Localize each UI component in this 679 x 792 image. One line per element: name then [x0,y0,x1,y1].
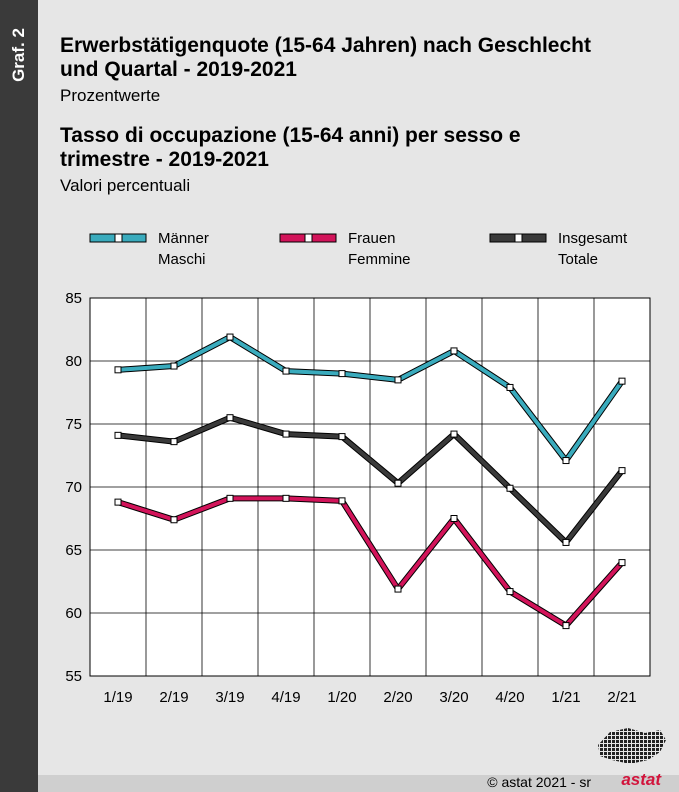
data-point-marker [170,362,178,370]
data-point-marker [562,622,570,630]
legend-marker [114,233,123,243]
data-point-marker [450,515,458,522]
legend-label-secondary: Totale [558,251,598,268]
data-point-marker [282,430,290,438]
x-tick-label: 1/21 [551,689,580,706]
title-de-line1: Erwerbstätigenquote (15-64 Jahren) nach … [60,34,591,57]
data-point-marker [506,484,514,492]
y-tick-label: 60 [65,605,82,622]
data-point-marker [562,538,570,546]
x-tick-label: 2/20 [383,689,412,706]
x-tick-label: 3/20 [439,689,468,706]
data-point-marker [562,457,570,465]
data-point-marker [282,494,290,502]
x-tick-label: 2/21 [607,689,636,706]
data-point-marker [226,333,234,341]
title-it-line1: Tasso di occupazione (15-64 anni) per se… [60,124,521,147]
y-tick-label: 75 [65,416,82,433]
legend-marker [304,233,313,243]
data-point-marker [394,479,402,487]
y-tick-label: 70 [65,479,82,496]
y-tick-label: 80 [65,353,82,370]
y-tick-label: 85 [65,290,82,307]
data-point-marker [114,366,122,374]
data-point-marker [338,497,346,505]
series-line [117,335,624,463]
data-point-marker [226,414,234,422]
series-line [117,496,624,628]
x-tick-label: 3/19 [215,689,244,706]
y-tick-label: 55 [65,668,82,685]
astat-logo-text: astat [621,770,661,789]
data-point-marker [618,377,626,385]
title-it-line2: trimestre - 2019-2021 [60,148,269,171]
data-point-marker [338,433,346,441]
data-point-marker [338,370,346,378]
legend-marker [514,233,523,243]
x-tick-label: 2/19 [159,689,188,706]
legend-label-secondary: Femmine [348,251,411,268]
data-point-marker [618,467,626,475]
data-point-marker [394,585,402,593]
data-point-marker [506,588,514,596]
legend-label-secondary: Maschi [158,251,206,268]
data-point-marker [114,498,122,506]
x-tick-label: 4/20 [495,689,524,706]
data-point-marker [170,516,178,524]
sidebar [0,0,38,792]
subtitle-de: Prozentwerte [60,86,161,105]
data-point-marker [394,376,402,384]
data-point-marker [618,559,626,567]
legend-label: Insgesamt [558,230,628,247]
y-tick-label: 65 [65,542,82,559]
data-point-marker [226,494,234,502]
title-de-line2: und Quartal - 2019-2021 [60,58,297,81]
data-point-marker [506,383,514,391]
data-point-marker [114,431,122,439]
footer-bar [38,775,679,792]
series-line [117,415,624,545]
x-tick-label: 1/19 [103,689,132,706]
data-point-marker [170,438,178,446]
x-tick-label: 1/20 [327,689,356,706]
data-point-marker [450,347,458,355]
data-point-marker [450,430,458,438]
data-point-marker [282,367,290,375]
legend-label: Frauen [348,230,396,247]
legend-label: Männer [158,230,209,247]
copyright-text: © astat 2021 - sr [487,774,591,790]
x-tick-label: 4/19 [271,689,300,706]
subtitle-it: Valori percentuali [60,176,191,195]
